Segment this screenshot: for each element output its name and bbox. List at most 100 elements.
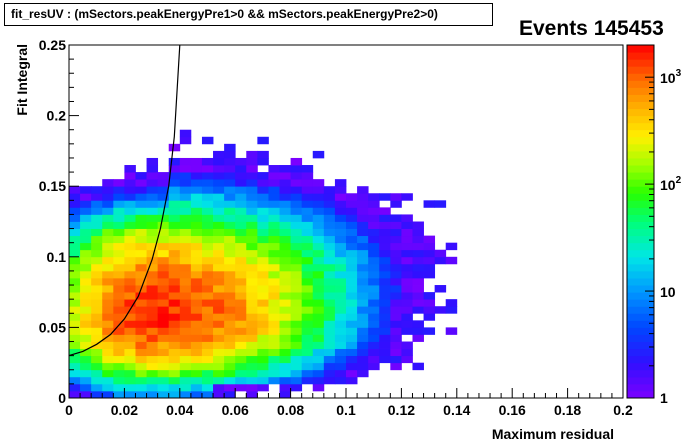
heatmap-cell — [301, 362, 314, 371]
heatmap-cell — [91, 221, 103, 229]
heatmap-cell — [201, 341, 214, 349]
heatmap-cell — [357, 263, 369, 272]
x-axis-label: Maximum residual — [492, 426, 614, 442]
heatmap-cell — [168, 285, 181, 293]
heatmap-cell — [124, 207, 136, 215]
heatmap-cell — [168, 341, 181, 349]
heatmap-cell — [224, 193, 236, 201]
heatmap-cell — [91, 193, 103, 201]
heatmap-cell — [224, 157, 236, 166]
heatmap-cell — [146, 292, 159, 300]
heatmap-cell — [124, 313, 136, 321]
heatmap-cell — [423, 313, 436, 321]
heatmap-cell — [80, 306, 92, 314]
heatmap-cell — [113, 355, 125, 364]
heatmap-cell — [268, 320, 280, 328]
heatmap-cell — [379, 320, 391, 328]
heatmap-cell — [312, 369, 325, 378]
heatmap-cell — [301, 320, 314, 328]
heatmap-cell — [357, 186, 369, 194]
heatmap-cell — [368, 200, 380, 208]
heatmap-cell — [235, 235, 247, 244]
heatmap-cell — [334, 348, 347, 357]
heatmap-cell — [290, 292, 303, 300]
heatmap-cell — [157, 200, 170, 208]
heatmap-cell — [279, 242, 291, 251]
heatmap-cell — [401, 355, 413, 364]
heatmap-cell — [80, 242, 92, 251]
heatmap-cell — [113, 285, 125, 293]
heatmap-cell — [357, 249, 369, 258]
heatmap-cell — [157, 327, 170, 335]
heatmap-cell — [102, 390, 114, 399]
palette-segment — [627, 235, 654, 244]
heatmap-cell — [102, 214, 114, 222]
heatmap-cell — [135, 263, 147, 272]
heatmap-cell — [301, 348, 314, 357]
heatmap-cell — [401, 327, 413, 335]
heatmap-cell — [323, 292, 336, 300]
heatmap-cell — [224, 207, 236, 215]
heatmap-cell — [190, 292, 203, 300]
heatmap-cell — [334, 249, 347, 258]
palette-segment — [627, 355, 654, 364]
heatmap-cell — [69, 186, 81, 194]
heatmap-cell — [301, 186, 314, 194]
x-tick-label: 0.14 — [443, 402, 470, 418]
heatmap-cell — [135, 172, 147, 180]
heatmap-cell — [113, 179, 125, 187]
heatmap-cell — [368, 299, 380, 307]
heatmap-cell — [390, 334, 402, 342]
heatmap-cell — [257, 313, 269, 321]
heatmap-cell — [224, 150, 236, 159]
heatmap-cell — [113, 277, 125, 286]
heatmap-cell — [301, 313, 314, 321]
heatmap-cell — [91, 334, 103, 342]
heatmap-cell — [434, 249, 447, 258]
heatmap-cell — [124, 292, 136, 300]
heatmap-cell — [290, 157, 303, 166]
x-tick-label: 0.16 — [499, 402, 526, 418]
heatmap-cell — [312, 256, 325, 265]
heatmap-cell — [190, 242, 203, 251]
heatmap-cell — [190, 348, 203, 357]
heatmap-cell — [235, 157, 247, 166]
heatmap-cell — [412, 263, 424, 272]
heatmap-cell — [368, 249, 380, 258]
heatmap-cell — [179, 165, 192, 173]
heatmap-cell — [257, 376, 269, 385]
heatmap-cell — [213, 334, 225, 342]
heatmap-cell — [390, 327, 402, 335]
heatmap-cell — [157, 235, 170, 244]
heatmap-cell — [235, 348, 247, 357]
heatmap-cell — [290, 369, 303, 378]
heatmap-cell — [201, 172, 214, 180]
x-tick-label: 0.2 — [613, 402, 633, 418]
heatmap-cell — [334, 327, 347, 335]
heatmap-cell — [135, 235, 147, 244]
heatmap-cell — [246, 285, 258, 293]
heatmap-cell — [379, 306, 391, 314]
heatmap-cell — [102, 334, 114, 342]
palette-segment — [627, 348, 654, 357]
heatmap-cell — [135, 256, 147, 265]
heatmap-cell — [224, 143, 236, 152]
heatmap-cell — [401, 228, 413, 237]
heatmap-cell — [312, 221, 325, 229]
heatmap-cell — [246, 376, 258, 385]
heatmap-cell — [401, 256, 413, 265]
heatmap-cell — [246, 221, 258, 229]
heatmap-cell — [179, 200, 192, 208]
heatmap-cell — [334, 334, 347, 342]
heatmap-cell — [357, 207, 369, 215]
heatmap-cell — [168, 320, 181, 328]
heatmap-cell — [224, 179, 236, 187]
heatmap-cell — [279, 313, 291, 321]
heatmap-cell — [257, 193, 269, 201]
heatmap-cell — [235, 299, 247, 307]
palette-segment — [627, 115, 654, 124]
heatmap-cell — [323, 313, 336, 321]
heatmap-cell — [323, 263, 336, 272]
heatmap-cell — [323, 299, 336, 307]
heatmap-cell — [190, 172, 203, 180]
